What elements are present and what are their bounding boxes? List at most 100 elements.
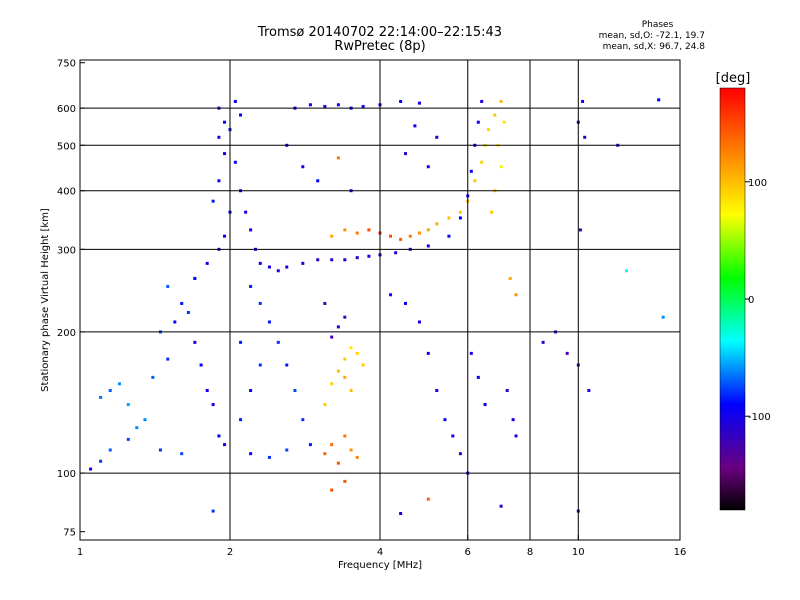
data-point [330, 488, 334, 492]
data-point [223, 120, 227, 124]
data-point [399, 512, 403, 516]
data-point [399, 99, 403, 103]
colorbar: [deg] 100 0 -100 [716, 71, 771, 511]
grid-lines [80, 60, 680, 540]
y-tick-label: 100 [57, 469, 76, 480]
data-point [480, 99, 484, 103]
data-point [343, 228, 347, 232]
data-point [258, 363, 262, 367]
data-point [151, 375, 155, 379]
data-point [355, 455, 359, 459]
data-point [661, 315, 665, 319]
data-point [336, 325, 340, 329]
data-point [625, 269, 629, 273]
data-point [389, 234, 393, 238]
data-point [233, 99, 237, 103]
data-point [199, 363, 203, 367]
data-point [301, 418, 305, 422]
data-point [476, 120, 480, 124]
data-point [511, 418, 515, 422]
data-point [499, 165, 503, 169]
data-point [587, 389, 591, 393]
phase-stats: Phases mean, sd,O: -72.1, 19.7 mean, sd,… [580, 20, 705, 53]
chart-subtitle: RwPretec (8p) [334, 39, 426, 54]
data-point [343, 434, 347, 438]
x-axis-ticks: 1 2 4 6 8 10 16 [77, 535, 687, 558]
data-point [180, 452, 184, 456]
data-point [258, 301, 262, 305]
data-point [349, 448, 353, 452]
data-point [126, 403, 130, 407]
data-point [249, 452, 253, 456]
chart-title: Tromsø 20140702 22:14:00–22:15:43 [257, 25, 503, 40]
data-point [361, 104, 365, 108]
data-point [499, 504, 503, 508]
data-point [502, 120, 506, 124]
data-point [135, 426, 139, 430]
data-point [323, 301, 327, 305]
data-point [249, 284, 253, 288]
data-point [239, 418, 243, 422]
data-point [276, 269, 280, 273]
data-point [447, 216, 451, 220]
data-point [343, 258, 347, 262]
data-point [426, 244, 430, 248]
data-point [217, 135, 221, 139]
data-point [285, 448, 289, 452]
data-point [223, 443, 227, 447]
data-point [541, 340, 545, 344]
x-tick-label: 1 [77, 547, 83, 558]
data-point [99, 459, 103, 463]
data-point [323, 452, 327, 456]
colorbar-ticks: 100 0 -100 [745, 178, 771, 423]
y-tick-label: 200 [57, 328, 76, 339]
data-point [343, 315, 347, 319]
data-point [343, 357, 347, 361]
data-point [514, 293, 518, 297]
colorbar-tick-label: -100 [748, 412, 771, 423]
data-point [301, 261, 305, 265]
y-tick-label: 750 [57, 59, 76, 70]
data-point [330, 382, 334, 386]
data-point [389, 293, 393, 297]
data-point [426, 351, 430, 355]
data-point [239, 340, 243, 344]
data-point [223, 234, 227, 238]
data-point [458, 216, 462, 220]
data-point [403, 152, 407, 156]
data-point [367, 254, 371, 258]
x-tick-label: 4 [377, 547, 383, 558]
data-point [330, 443, 334, 447]
data-point [323, 104, 327, 108]
x-tick-label: 8 [527, 547, 533, 558]
data-point [476, 375, 480, 379]
x-tick-label: 2 [227, 547, 233, 558]
data-point [443, 418, 447, 422]
data-point [89, 467, 93, 471]
data-point [394, 251, 398, 255]
data-point [458, 210, 462, 214]
data-point [469, 351, 473, 355]
data-point [483, 403, 487, 407]
data-point [508, 276, 512, 280]
data-point [108, 448, 112, 452]
y-axis-ticks: 75 100 200 300 400 500 600 750 [57, 59, 85, 539]
colorbar-tick-label: 100 [748, 178, 767, 189]
colorbar-gradient [719, 87, 746, 511]
phase-stats-heading: Phases [641, 20, 674, 30]
data-point [166, 284, 170, 288]
data-point [249, 389, 253, 393]
data-point [355, 231, 359, 235]
data-point [403, 301, 407, 305]
data-point [367, 228, 371, 232]
x-tick-label: 16 [674, 547, 687, 558]
data-point [435, 222, 439, 226]
data-point [330, 258, 334, 262]
y-tick-label: 600 [57, 104, 76, 115]
data-point [473, 179, 477, 183]
data-point [285, 265, 289, 269]
data-point [217, 434, 221, 438]
data-point [399, 237, 403, 241]
data-point [276, 340, 280, 344]
